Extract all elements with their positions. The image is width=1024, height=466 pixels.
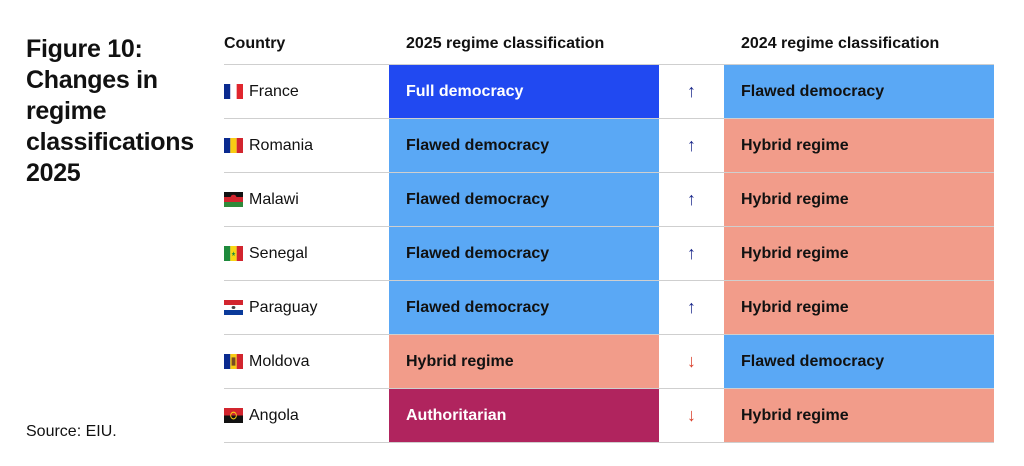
- table-row: Paraguay Flawed democracy ↑ Hybrid regime: [224, 280, 994, 334]
- malawi-flag-icon: [224, 192, 243, 207]
- country-name: Paraguay: [249, 298, 318, 316]
- table-row: Angola Authoritarian ↓ Hybrid regime: [224, 388, 994, 443]
- angola-flag-icon: [224, 408, 243, 423]
- country-name: Senegal: [249, 244, 308, 262]
- country-cell: Senegal: [224, 227, 308, 280]
- table-row: Senegal Flawed democracy ↑ Hybrid regime: [224, 226, 994, 280]
- arrow-up-icon: ↑: [687, 189, 696, 209]
- table-row: France Full democracy ↑ Flawed democracy: [224, 64, 994, 118]
- country-name: Romania: [249, 136, 314, 154]
- country-cell: Malawi: [224, 173, 299, 226]
- france-flag-icon: [224, 84, 243, 99]
- country-name: France: [249, 82, 299, 100]
- arrow-up-icon: ↑: [687, 81, 696, 101]
- arrow-up-icon: ↑: [687, 297, 696, 317]
- header-2025: 2025 regime classification: [406, 35, 605, 52]
- country-cell: Angola: [224, 389, 299, 442]
- class-2024-cell: Flawed democracy: [724, 65, 994, 118]
- figure-title: Figure 10: Changes in regime classificat…: [26, 35, 194, 187]
- table-header: Country 2025 regime classification 2024 …: [224, 30, 994, 64]
- country-name: Malawi: [249, 190, 299, 208]
- country-cell: Paraguay: [224, 281, 318, 334]
- moldova-flag-icon: [224, 354, 243, 369]
- class-2025-cell: Hybrid regime: [389, 335, 659, 388]
- class-2025-cell: Authoritarian: [389, 389, 659, 442]
- class-2025-cell: Flawed democracy: [389, 281, 659, 334]
- senegal-flag-icon: [224, 246, 243, 261]
- class-2025-cell: Flawed democracy: [389, 173, 659, 226]
- country-name: Angola: [249, 406, 299, 424]
- class-2024-cell: Hybrid regime: [724, 119, 994, 172]
- country-cell: Moldova: [224, 335, 309, 388]
- country-cell: France: [224, 65, 299, 118]
- header-country: Country: [224, 35, 286, 52]
- paraguay-flag-icon: [224, 300, 243, 315]
- table-row: Malawi Flawed democracy ↑ Hybrid regime: [224, 172, 994, 226]
- table-row: Romania Flawed democracy ↑ Hybrid regime: [224, 118, 994, 172]
- country-name: Moldova: [249, 352, 310, 370]
- class-2024-cell: Flawed democracy: [724, 335, 994, 388]
- romania-flag-icon: [224, 138, 243, 153]
- arrow-down-icon: ↓: [687, 351, 696, 371]
- class-2024-cell: Hybrid regime: [724, 389, 994, 442]
- class-2025-cell: Full democracy: [389, 65, 659, 118]
- arrow-up-icon: ↑: [687, 243, 696, 263]
- regime-table: Country 2025 regime classification 2024 …: [224, 30, 994, 443]
- class-2024-cell: Hybrid regime: [724, 281, 994, 334]
- class-2025-cell: Flawed democracy: [389, 227, 659, 280]
- arrow-up-icon: ↑: [687, 135, 696, 155]
- source-note: Source: EIU.: [26, 423, 117, 440]
- table-body: France Full democracy ↑ Flawed democracy Rom…: [224, 64, 994, 443]
- table-row: Moldova Hybrid regime ↓ Flawed democracy: [224, 334, 994, 388]
- arrow-down-icon: ↓: [687, 405, 696, 425]
- header-2024: 2024 regime classification: [741, 35, 940, 52]
- country-cell: Romania: [224, 119, 313, 172]
- class-2025-cell: Flawed democracy: [389, 119, 659, 172]
- class-2024-cell: Hybrid regime: [724, 173, 994, 226]
- class-2024-cell: Hybrid regime: [724, 227, 994, 280]
